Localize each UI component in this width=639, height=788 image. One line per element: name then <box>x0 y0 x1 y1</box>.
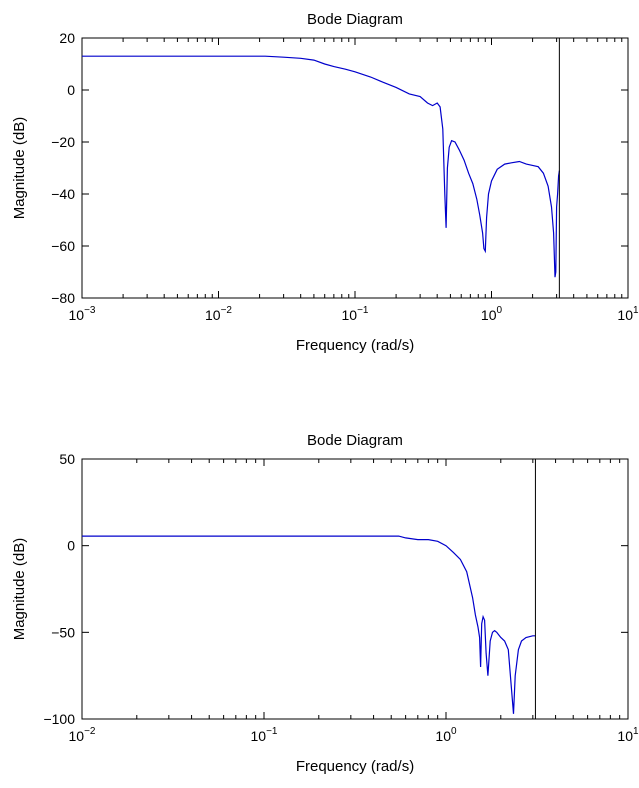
x-axis-label: Frequency (rad/s) <box>296 758 414 775</box>
x-tick-label: 10−1 <box>251 726 278 744</box>
x-tick-label: 100 <box>481 305 503 323</box>
chart-2: Bode Diagram 10−2 10−1 100 101 50 0 −50 −100 Freq… <box>11 432 639 775</box>
y-tick-label: −20 <box>51 134 75 150</box>
x-tick-label: 100 <box>435 726 457 744</box>
plot-frame <box>82 459 628 719</box>
y-axis-label: Magnitude (dB) <box>11 117 28 220</box>
series-line <box>82 536 535 714</box>
chart-title: Bode Diagram <box>307 432 403 449</box>
y-axis-label: Magnitude (dB) <box>11 538 28 641</box>
y-tick-label: 20 <box>59 30 75 46</box>
x-axis-label: Frequency (rad/s) <box>296 337 414 354</box>
y-tick-label: −100 <box>43 711 75 727</box>
y-tick-label: −50 <box>51 624 75 640</box>
chart-1: Bode Diagram 10−3 10−2 10−1 100 101 20 0 −20 −40 −… <box>11 11 639 354</box>
y-tick-label: −40 <box>51 186 75 202</box>
x-tick-label: 10−2 <box>205 305 232 323</box>
plot-frame <box>82 38 628 298</box>
x-tick-label: 10−3 <box>69 305 96 323</box>
y-tick-label: −80 <box>51 290 75 306</box>
x-tick-label: 10−1 <box>342 305 369 323</box>
chart-title: Bode Diagram <box>307 11 403 28</box>
y-tick-label: 0 <box>67 82 75 98</box>
y-tick-label: 50 <box>59 451 75 467</box>
series-line <box>82 56 559 277</box>
y-tick-label: −60 <box>51 238 75 254</box>
x-tick-label: 10−2 <box>69 726 96 744</box>
y-tick-label: 0 <box>67 538 75 554</box>
x-tick-label: 101 <box>617 726 639 744</box>
x-tick-label: 101 <box>617 305 639 323</box>
